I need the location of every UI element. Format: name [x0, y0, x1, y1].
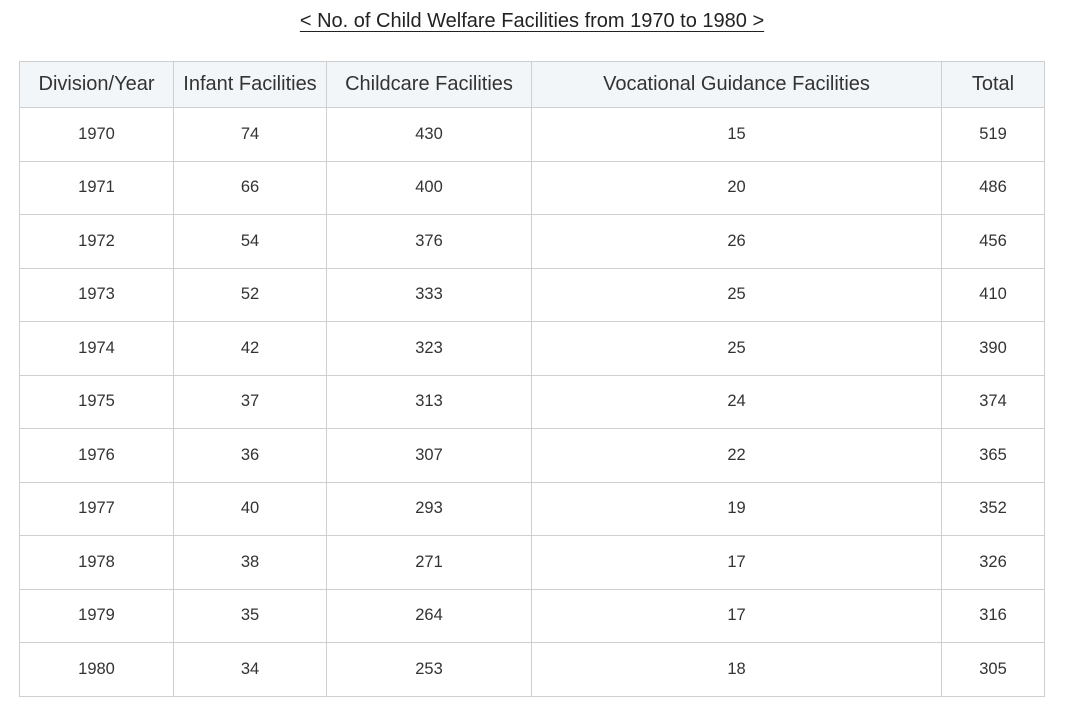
cell-infant: 37 [173, 374, 327, 429]
cell-vocational: 19 [531, 481, 942, 536]
cell-childcare: 271 [326, 535, 532, 590]
cell-vocational: 15 [531, 107, 942, 162]
cell-childcare: 253 [326, 642, 532, 697]
cell-total: 486 [941, 160, 1045, 215]
cell-infant: 54 [173, 214, 327, 269]
cell-childcare: 293 [326, 481, 532, 536]
cell-childcare: 323 [326, 321, 532, 376]
cell-vocational: 26 [531, 214, 942, 269]
cell-total: 352 [941, 481, 1045, 536]
cell-year: 1974 [19, 321, 174, 376]
cell-year: 1979 [19, 588, 174, 643]
cell-vocational: 20 [531, 160, 942, 215]
cell-infant: 40 [173, 481, 327, 536]
cell-childcare: 333 [326, 267, 532, 322]
table-row: 1975 37 313 24 374 [19, 374, 1045, 429]
cell-total: 519 [941, 107, 1045, 162]
cell-year: 1977 [19, 481, 174, 536]
column-header-vocational: Vocational Guidance Facilities [531, 61, 942, 108]
cell-infant: 74 [173, 107, 327, 162]
cell-year: 1978 [19, 535, 174, 590]
cell-total: 410 [941, 267, 1045, 322]
cell-vocational: 17 [531, 588, 942, 643]
cell-childcare: 264 [326, 588, 532, 643]
header-row: Division/Year Infant Facilities Childcar… [19, 61, 1045, 108]
cell-year: 1973 [19, 267, 174, 322]
column-header-total: Total [941, 61, 1045, 108]
cell-total: 374 [941, 374, 1045, 429]
cell-infant: 52 [173, 267, 327, 322]
cell-infant: 35 [173, 588, 327, 643]
table-title: < No. of Child Welfare Facilities from 1… [0, 10, 1064, 33]
cell-total: 390 [941, 321, 1045, 376]
table-row: 1970 74 430 15 519 [19, 107, 1045, 162]
cell-infant: 42 [173, 321, 327, 376]
cell-year: 1975 [19, 374, 174, 429]
table-row: 1979 35 264 17 316 [19, 588, 1045, 643]
cell-total: 456 [941, 214, 1045, 269]
table-row: 1976 36 307 22 365 [19, 428, 1045, 483]
column-header-infant: Infant Facilities [173, 61, 327, 108]
table-row: 1978 38 271 17 326 [19, 535, 1045, 590]
cell-vocational: 22 [531, 428, 942, 483]
cell-year: 1976 [19, 428, 174, 483]
cell-vocational: 18 [531, 642, 942, 697]
cell-year: 1980 [19, 642, 174, 697]
table-body: 1970 74 430 15 519 1971 66 400 20 486 1972 54 376 26 4… [19, 107, 1045, 697]
cell-childcare: 307 [326, 428, 532, 483]
cell-infant: 34 [173, 642, 327, 697]
cell-childcare: 313 [326, 374, 532, 429]
table-row: 1973 52 333 25 410 [19, 267, 1045, 322]
cell-year: 1971 [19, 160, 174, 215]
table-row: 1980 34 253 18 305 [19, 642, 1045, 697]
cell-infant: 36 [173, 428, 327, 483]
cell-vocational: 25 [531, 321, 942, 376]
cell-total: 316 [941, 588, 1045, 643]
table-row: 1974 42 323 25 390 [19, 321, 1045, 376]
cell-total: 305 [941, 642, 1045, 697]
column-header-childcare: Childcare Facilities [326, 61, 532, 108]
data-table: Division/Year Infant Facilities Childcar… [19, 61, 1045, 697]
table-row: 1972 54 376 26 456 [19, 214, 1045, 269]
column-header-division-year: Division/Year [19, 61, 174, 108]
cell-vocational: 17 [531, 535, 942, 590]
cell-total: 365 [941, 428, 1045, 483]
table-row: 1971 66 400 20 486 [19, 160, 1045, 215]
cell-total: 326 [941, 535, 1045, 590]
cell-childcare: 400 [326, 160, 532, 215]
cell-year: 1972 [19, 214, 174, 269]
cell-childcare: 376 [326, 214, 532, 269]
cell-infant: 66 [173, 160, 327, 215]
cell-infant: 38 [173, 535, 327, 590]
table-row: 1977 40 293 19 352 [19, 481, 1045, 536]
table-title-text: < No. of Child Welfare Facilities from 1… [299, 10, 765, 32]
cell-vocational: 24 [531, 374, 942, 429]
cell-childcare: 430 [326, 107, 532, 162]
cell-vocational: 25 [531, 267, 942, 322]
cell-year: 1970 [19, 107, 174, 162]
